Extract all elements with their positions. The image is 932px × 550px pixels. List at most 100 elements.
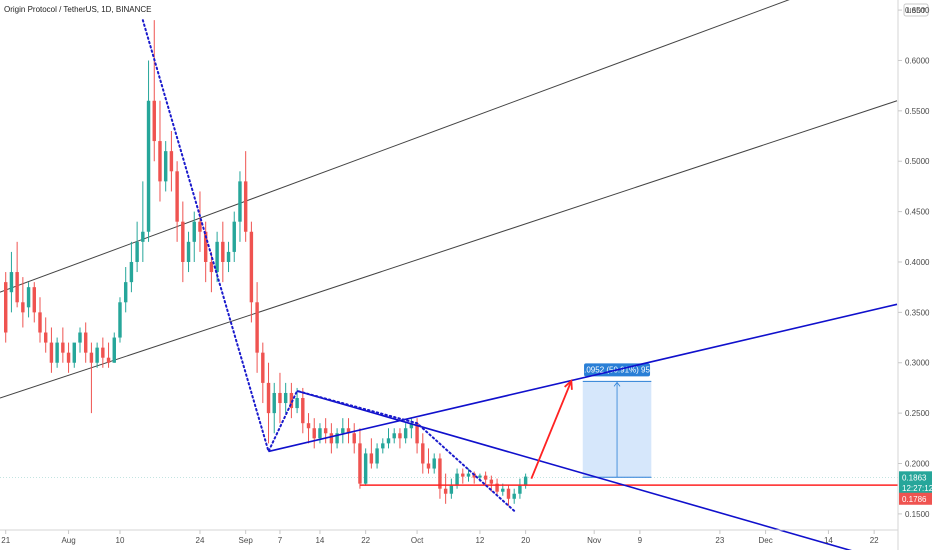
candle-body <box>72 342 76 363</box>
candle-body <box>449 485 454 494</box>
time-tick-label: 23 <box>715 536 724 545</box>
candle-body <box>43 332 48 343</box>
candle-body <box>386 438 391 444</box>
time-tick-label: Nov <box>587 536 601 545</box>
measure-arrow-head <box>613 381 621 387</box>
candle-body <box>101 347 105 358</box>
candle-body <box>346 428 351 434</box>
candle-body <box>312 428 316 439</box>
candle-body <box>289 392 294 409</box>
candle-body <box>95 347 99 363</box>
candle-body <box>3 282 8 333</box>
time-tick-label: 24 <box>196 536 205 545</box>
candle-body <box>301 398 305 424</box>
time-tick-label: 22 <box>870 536 879 545</box>
candle-body <box>489 479 494 484</box>
candle-body <box>295 398 299 409</box>
time-axis[interactable]: 21 Aug 10 24 Sep 7 14 22 Oct 12 20 Nov 9 23 Dec 14 22 <box>1 530 879 545</box>
candle-body <box>398 433 402 439</box>
candle-body <box>163 151 168 182</box>
candle-body <box>89 352 94 363</box>
candle-body <box>209 261 214 273</box>
candle-body <box>506 488 511 499</box>
candle-body <box>523 476 528 486</box>
candle-body <box>232 221 236 252</box>
price-tick-label: 0.5000 <box>905 157 930 166</box>
projection-arrow-head <box>564 378 573 390</box>
price-tick-label: 0.4500 <box>905 208 930 217</box>
time-tick-label: 10 <box>116 536 125 545</box>
candle-body <box>215 241 219 273</box>
candle-body <box>483 475 488 480</box>
candle-body <box>272 392 276 414</box>
time-tick-label: Oct <box>411 536 424 545</box>
candle-body <box>392 433 396 439</box>
candle-body <box>141 231 145 242</box>
candle-body <box>226 251 231 262</box>
candle-body <box>221 241 225 262</box>
price-tick-label: 0.5500 <box>905 107 930 116</box>
candle-body <box>175 171 179 222</box>
candle-body <box>432 458 436 469</box>
dotted-wave-path <box>141 19 516 512</box>
candle-body <box>501 488 505 492</box>
time-tick-label: 21 <box>1 536 10 545</box>
candle-body <box>455 473 459 486</box>
candle-body <box>118 302 122 338</box>
candle-body <box>426 463 431 469</box>
price-tick-label: 0.6000 <box>905 56 930 65</box>
candle-body <box>403 428 408 439</box>
candle-body <box>203 231 208 262</box>
candle-body <box>112 337 116 363</box>
price-tick-label: 0.4000 <box>905 258 930 267</box>
candle-body <box>306 423 311 429</box>
candle-body <box>266 382 271 414</box>
candle-body <box>375 448 379 464</box>
price-axis[interactable]: USDT 0.6500 0.6000 0.5500 0.5000 0.4500 0.400… <box>898 3 930 519</box>
candle-body <box>478 475 482 478</box>
currency-label: USDT <box>906 8 926 15</box>
price-tag-badge <box>899 492 932 505</box>
candle-body <box>129 261 134 283</box>
time-tick-label: 22 <box>361 536 370 545</box>
currency-badge <box>903 3 929 17</box>
candle-body <box>21 302 25 313</box>
candle-body <box>123 282 128 303</box>
candle-body <box>358 443 362 484</box>
price-tag-label: 12:27:12 <box>902 484 932 493</box>
candle-body <box>238 181 242 222</box>
candle-body <box>318 428 322 439</box>
candle-body <box>335 433 339 444</box>
time-tick-label: 9 <box>638 536 643 545</box>
candle-body <box>15 272 19 303</box>
candle-body <box>415 423 419 444</box>
candle-body <box>461 473 465 477</box>
price-tag-label: 0.1863 <box>902 473 927 482</box>
candle-body <box>495 483 499 492</box>
projection-arrow-shaft <box>530 380 573 479</box>
time-tick-label: Dec <box>758 536 772 545</box>
candle-body <box>152 100 156 142</box>
candle-body <box>352 433 356 444</box>
time-tick-label: 20 <box>521 536 530 545</box>
price-tick-label: 0.3000 <box>905 359 930 368</box>
candle-body <box>255 302 259 353</box>
time-tick-label: 14 <box>824 536 833 545</box>
candle-body <box>181 221 185 262</box>
price-tag-badge <box>899 482 932 495</box>
candle-body <box>518 485 522 494</box>
candle-body <box>283 392 288 404</box>
candle-body <box>243 181 248 232</box>
candle-body <box>61 342 65 353</box>
time-tick-label: Aug <box>61 536 75 545</box>
candle-body <box>49 342 54 363</box>
price-tick-label: 0.2000 <box>905 460 930 469</box>
candle-body <box>32 287 36 313</box>
channel-line <box>0 0 790 293</box>
candle-body <box>249 231 254 303</box>
candle-body <box>78 332 82 343</box>
candle-body <box>186 241 191 262</box>
price-tag-label: 0.1786 <box>902 495 927 504</box>
candle-body <box>261 352 265 383</box>
